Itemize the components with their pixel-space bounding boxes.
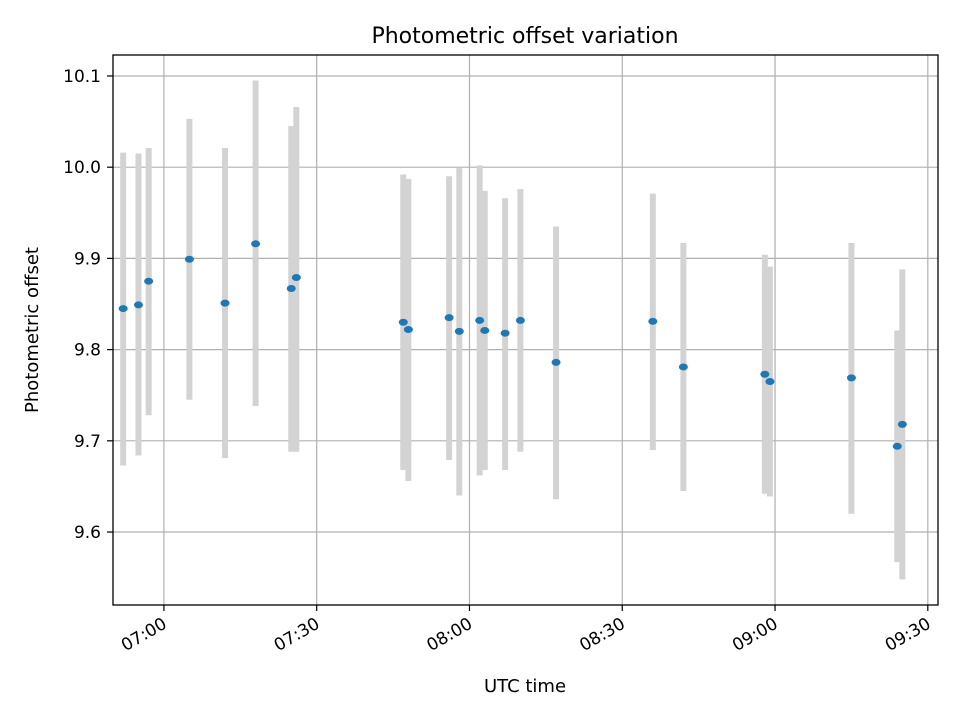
y-tick-label: 9.8 bbox=[74, 341, 101, 361]
data-point bbox=[220, 299, 230, 307]
x-tick-label: 08:00 bbox=[424, 614, 476, 656]
data-point bbox=[398, 318, 408, 326]
data-point bbox=[286, 284, 296, 292]
data-point bbox=[291, 274, 301, 282]
grid-layer bbox=[113, 55, 938, 605]
data-point bbox=[551, 358, 561, 366]
data-point bbox=[846, 374, 856, 382]
data-point bbox=[480, 326, 490, 334]
tick-layer: 9.6 9.7 9.8 9.9 10.0 10.1 07:00 07:30 08:00 08:30… bbox=[63, 67, 934, 656]
data-point bbox=[184, 255, 194, 263]
y-tick-label: 9.7 bbox=[74, 432, 101, 452]
data-point bbox=[500, 329, 510, 337]
data-point bbox=[475, 316, 485, 324]
data-point bbox=[765, 378, 775, 386]
y-tick-label: 10.0 bbox=[63, 158, 101, 178]
data-point bbox=[144, 277, 154, 285]
data-point bbox=[897, 420, 907, 428]
y-axis-label: Photometric offset bbox=[22, 247, 43, 413]
data-point bbox=[892, 442, 902, 450]
x-tick-label: 09:00 bbox=[729, 614, 781, 656]
y-tick-label: 10.1 bbox=[63, 67, 101, 87]
data-point bbox=[678, 363, 688, 371]
data-point bbox=[444, 314, 454, 322]
y-tick-label: 9.6 bbox=[74, 523, 101, 543]
x-axis-label: UTC time bbox=[484, 676, 566, 697]
chart-title: Photometric offset variation bbox=[371, 24, 678, 49]
y-tick-label: 9.9 bbox=[74, 249, 101, 269]
data-point bbox=[403, 326, 413, 334]
data-point bbox=[251, 240, 261, 248]
x-tick-label: 07:30 bbox=[271, 614, 323, 656]
x-tick-label: 09:30 bbox=[882, 614, 934, 656]
data-point bbox=[760, 370, 770, 378]
x-tick-label: 07:00 bbox=[118, 614, 170, 656]
errorbar-layer bbox=[120, 80, 906, 580]
data-point bbox=[454, 327, 464, 335]
point-layer bbox=[118, 240, 907, 450]
plot-frame bbox=[112, 54, 939, 606]
data-point bbox=[118, 305, 128, 313]
data-point bbox=[133, 301, 143, 309]
data-point bbox=[648, 317, 658, 325]
data-point bbox=[515, 316, 525, 324]
x-tick-label: 08:30 bbox=[576, 614, 628, 656]
